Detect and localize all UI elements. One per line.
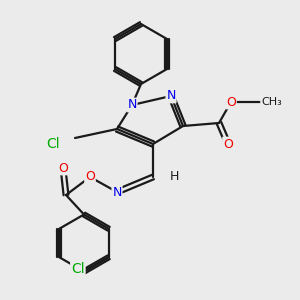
Text: N: N	[112, 185, 122, 199]
Text: Cl: Cl	[46, 137, 60, 151]
Text: N: N	[166, 89, 176, 103]
Text: CH₃: CH₃	[261, 97, 282, 107]
Text: O: O	[226, 95, 236, 109]
Text: O: O	[85, 170, 95, 184]
Text: H: H	[169, 170, 179, 184]
Text: O: O	[58, 161, 68, 175]
Text: Cl: Cl	[71, 262, 85, 276]
Text: N: N	[127, 98, 137, 112]
Text: O: O	[223, 137, 233, 151]
